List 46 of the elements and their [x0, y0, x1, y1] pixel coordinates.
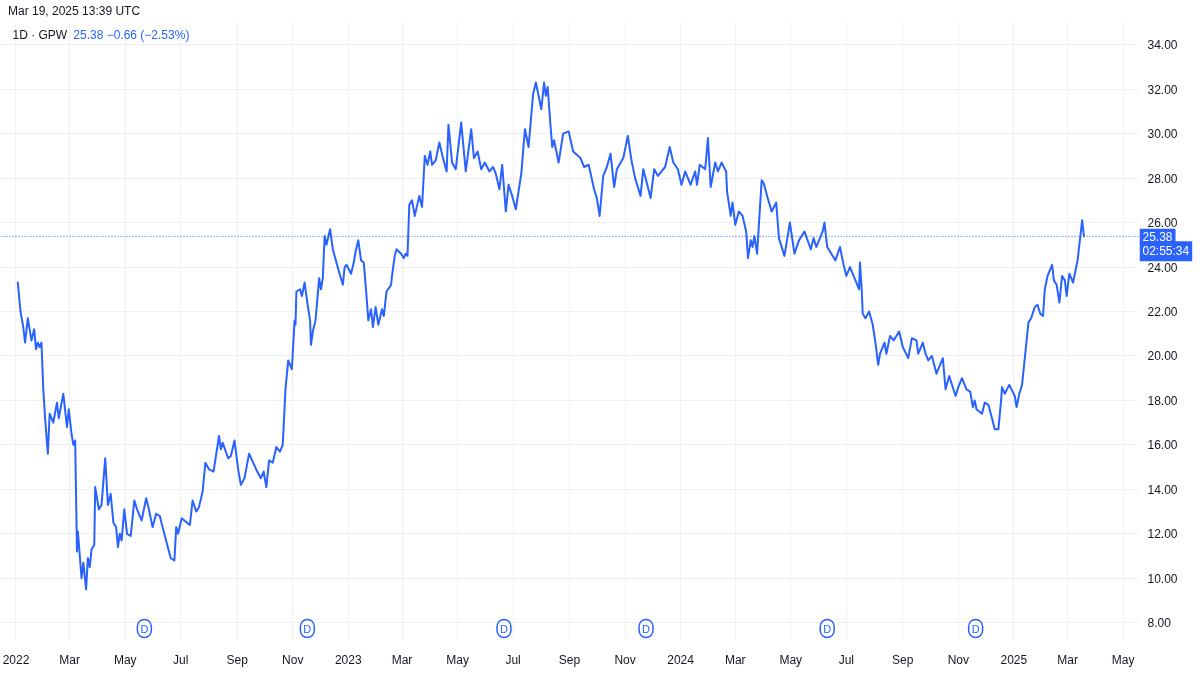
x-tick-label: Sep	[892, 652, 914, 667]
x-tick-label: May	[1111, 652, 1135, 667]
x-tick-label: 2023	[334, 652, 362, 667]
y-tick-label: 10.00	[1147, 571, 1178, 586]
x-tick-label: Nov	[282, 652, 304, 667]
y-tick-label: 18.00	[1147, 393, 1178, 408]
x-tick-label: Sep	[226, 652, 249, 667]
y-tick-label: 14.00	[1147, 482, 1178, 497]
x-tick-label: May	[446, 652, 469, 667]
annotation: D	[140, 622, 149, 635]
x-tick-label: 2024	[667, 652, 695, 667]
x-tick-label: Jul	[173, 652, 189, 667]
y-tick-label: 34.00	[1147, 38, 1178, 53]
x-tick-label: 2022	[2, 652, 30, 667]
x-tick-label: Mar	[724, 652, 746, 667]
annotation: D	[642, 622, 651, 635]
x-tick-label: May	[113, 652, 137, 667]
y-tick-label: 22.00	[1147, 304, 1178, 319]
x-tick-label: Mar	[1057, 652, 1078, 667]
chart-title: 1D · GPW	[12, 27, 68, 42]
y-tick-label: 20.00	[1147, 349, 1178, 364]
chart-subtitle: 25.38 −0.66 (−2.53%)	[73, 27, 190, 42]
y-tick-label: 28.00	[1147, 171, 1178, 186]
ref-line-label: 25.38	[1142, 229, 1173, 244]
text: Mar 19, 2025 13:39 UTC	[8, 3, 141, 20]
text: 02:55:34	[1142, 244, 1190, 259]
annotation: D	[303, 622, 312, 635]
x-tick-label: Mar	[59, 652, 81, 667]
annotation: D	[823, 622, 832, 635]
y-tick-label: 26.00	[1147, 216, 1178, 231]
x-tick-label: Jul	[505, 652, 521, 667]
y-tick-label: 12.00	[1147, 527, 1178, 542]
x-tick-label: May	[779, 652, 803, 667]
y-tick-label: 32.00	[1147, 82, 1178, 97]
x-tick-label: Mar	[391, 652, 413, 667]
x-tick-label: Sep	[558, 652, 581, 667]
x-tick-label: Nov	[614, 652, 636, 667]
annotation: D	[500, 622, 509, 635]
y-tick-label: 24.00	[1147, 260, 1178, 275]
x-tick-label: Jul	[838, 652, 854, 667]
x-tick-label: 2025	[1000, 652, 1028, 667]
annotation: D	[971, 622, 980, 635]
y-tick-label: 8.00	[1147, 616, 1172, 631]
y-tick-label: 16.00	[1147, 438, 1178, 453]
y-tick-label: 30.00	[1147, 127, 1178, 142]
x-tick-label: Nov	[947, 652, 969, 667]
